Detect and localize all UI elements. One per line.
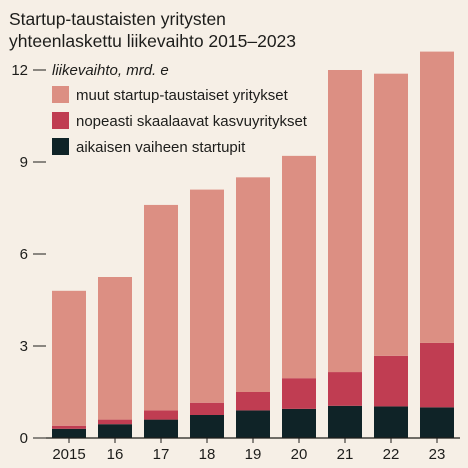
y-tick-label: 3 — [20, 338, 28, 355]
bar-segment — [420, 51, 454, 343]
bar-segment — [98, 419, 132, 425]
bar-segment — [374, 355, 408, 407]
chart-title-line1: Startup-taustaisten yritysten — [9, 9, 226, 29]
legend-swatch — [52, 138, 69, 155]
bar-segment — [52, 425, 86, 429]
bar-segment — [282, 155, 316, 379]
legend-label: aikaisen vaiheen startupit — [76, 139, 246, 156]
chart-title: Startup-taustaisten yritysten yhteenlask… — [9, 8, 296, 52]
y-tick-label: 0 — [20, 430, 28, 447]
x-tick-label: 19 — [245, 446, 262, 463]
bar-segment — [236, 392, 270, 411]
x-tick-label: 21 — [337, 446, 354, 463]
bar-segment — [190, 415, 224, 438]
legend-label: muut startup-taustaiset yritykset — [76, 87, 289, 104]
x-tick-label: 17 — [153, 446, 170, 463]
x-axis: 2015 16 17 18 19 20 21 22 23 — [46, 437, 460, 463]
bar-segment — [52, 428, 86, 438]
legend-swatch — [52, 112, 69, 129]
y-tick-label: 6 — [20, 246, 28, 263]
x-tick-label: 22 — [383, 446, 400, 463]
x-tick-label: 18 — [199, 446, 216, 463]
bar-segment — [282, 378, 316, 409]
bar-segment — [236, 410, 270, 438]
bars — [52, 51, 454, 438]
bar-segment — [374, 73, 408, 356]
bar-segment — [98, 424, 132, 438]
legend-label: nopeasti skaalaavat kasvuyritykset — [76, 113, 308, 130]
bar-segment — [236, 177, 270, 392]
bar-segment — [282, 408, 316, 438]
bar-segment — [52, 290, 86, 426]
legend-swatch — [52, 86, 69, 103]
y-tick-label: 12 — [11, 62, 28, 79]
bar-segment — [328, 372, 362, 406]
bar-segment — [420, 407, 454, 438]
chart-title-line2: yhteenlaskettu liikevaihto 2015–2023 — [9, 31, 297, 51]
x-tick-label: 20 — [291, 446, 308, 463]
y-axis: 0 3 6 9 12 liikevaihto, mrd. e — [11, 62, 168, 447]
bar-segment — [420, 342, 454, 408]
y-tick-label: 9 — [20, 154, 28, 171]
x-tick-label: 2015 — [52, 446, 85, 463]
bar-segment — [374, 406, 408, 438]
bar-segment — [144, 419, 178, 438]
y-axis-unit-label: liikevaihto, mrd. e — [52, 62, 169, 79]
legend: muut startup-taustaiset yritykset nopeast… — [52, 86, 308, 156]
x-tick-label: 16 — [107, 446, 124, 463]
bar-segment — [144, 410, 178, 420]
bar-segment — [190, 189, 224, 403]
bar-segment — [98, 277, 132, 420]
bar-segment — [190, 402, 224, 415]
bar-segment — [144, 204, 178, 411]
bar-segment — [328, 70, 362, 373]
bar-segment — [328, 405, 362, 438]
x-tick-label: 23 — [429, 446, 446, 463]
